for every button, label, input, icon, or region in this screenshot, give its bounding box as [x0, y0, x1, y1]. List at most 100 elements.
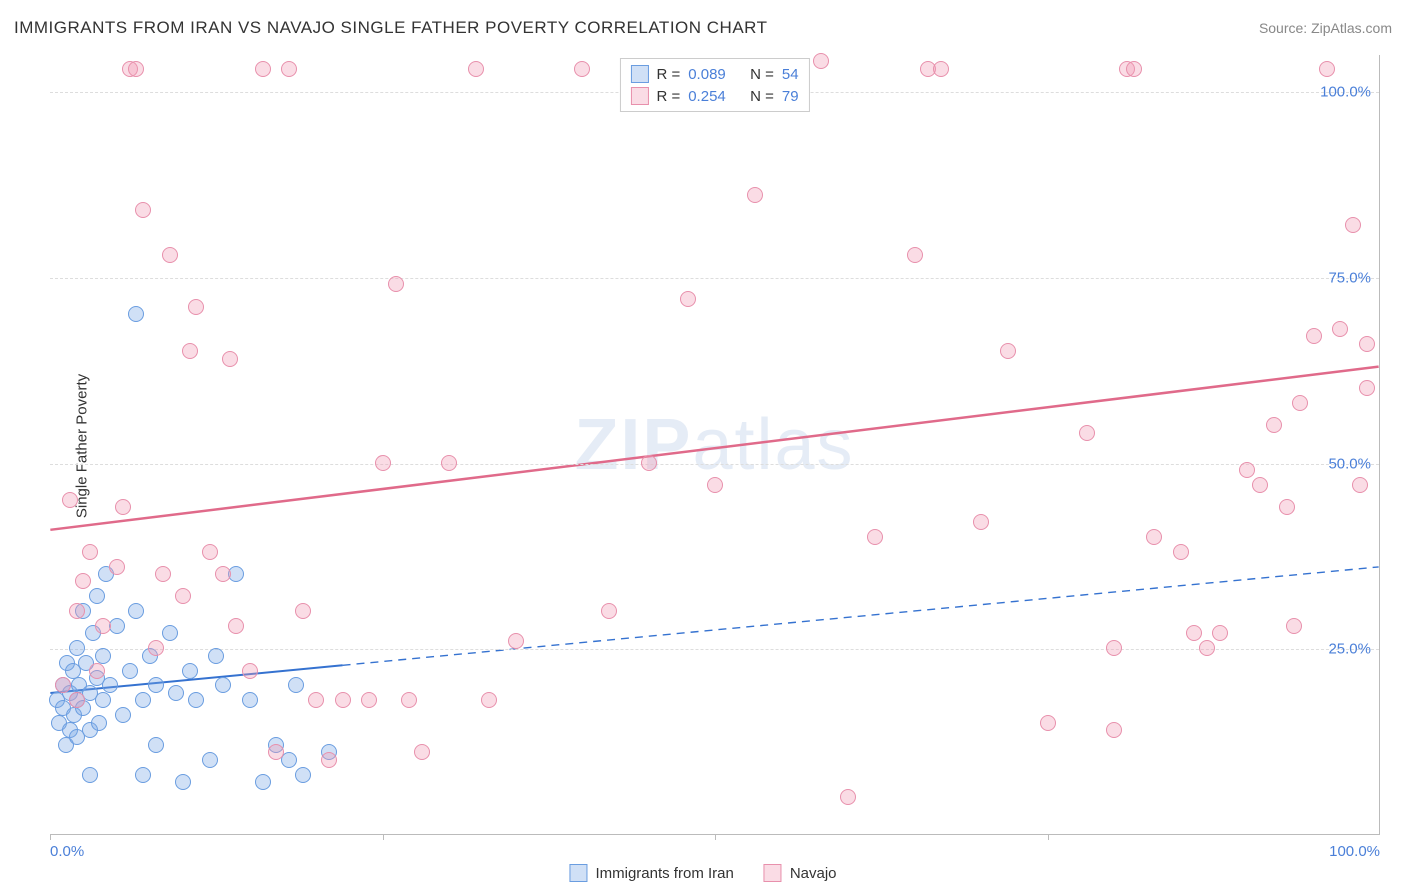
legend-label: Navajo	[790, 865, 837, 882]
data-point	[481, 692, 497, 708]
data-point	[215, 566, 231, 582]
data-point	[102, 677, 118, 693]
data-point	[128, 603, 144, 619]
data-point	[388, 276, 404, 292]
data-point	[281, 61, 297, 77]
data-point	[1266, 417, 1282, 433]
legend-item: Immigrants from Iran	[569, 864, 733, 882]
y-tick-label: 100.0%	[1320, 84, 1371, 101]
data-point	[1286, 618, 1302, 634]
legend-stats-row: R =0.089 N =54	[630, 63, 798, 85]
data-point	[933, 61, 949, 77]
legend-swatch	[764, 864, 782, 882]
data-point	[1292, 395, 1308, 411]
legend-swatch	[630, 87, 648, 105]
data-point	[813, 53, 829, 69]
n-value: 54	[782, 66, 799, 83]
data-point	[1239, 462, 1255, 478]
data-point	[182, 343, 198, 359]
data-point	[128, 306, 144, 322]
data-point	[1352, 477, 1368, 493]
data-point	[222, 351, 238, 367]
data-point	[468, 61, 484, 77]
data-point	[175, 588, 191, 604]
gridline	[50, 464, 1379, 465]
data-point	[62, 492, 78, 508]
data-point	[242, 692, 258, 708]
watermark: ZIPatlas	[574, 404, 854, 486]
data-point	[1000, 343, 1016, 359]
data-point	[95, 648, 111, 664]
data-point	[95, 618, 111, 634]
data-point	[414, 744, 430, 760]
data-point	[288, 677, 304, 693]
trend-line-dashed	[343, 567, 1379, 665]
data-point	[122, 663, 138, 679]
data-point	[69, 603, 85, 619]
data-point	[840, 789, 856, 805]
r-value: 0.254	[688, 88, 726, 105]
data-point	[135, 202, 151, 218]
data-point	[135, 767, 151, 783]
r-value: 0.089	[688, 66, 726, 83]
data-point	[168, 685, 184, 701]
data-point	[115, 707, 131, 723]
legend-swatch	[569, 864, 587, 882]
x-tick-mark	[715, 834, 716, 840]
legend-swatch	[630, 65, 648, 83]
gridline	[50, 649, 1379, 650]
data-point	[401, 692, 417, 708]
data-point	[1345, 217, 1361, 233]
data-point	[148, 677, 164, 693]
trend-line-solid	[50, 367, 1378, 530]
data-point	[361, 692, 377, 708]
data-point	[441, 455, 457, 471]
chart-header: IMMIGRANTS FROM IRAN VS NAVAJO SINGLE FA…	[14, 18, 1392, 38]
data-point	[308, 692, 324, 708]
data-point	[242, 663, 258, 679]
data-point	[89, 663, 105, 679]
chart-title: IMMIGRANTS FROM IRAN VS NAVAJO SINGLE FA…	[14, 18, 768, 38]
x-tick-mark	[50, 834, 51, 840]
r-label: R =	[656, 66, 680, 83]
data-point	[82, 544, 98, 560]
data-point	[148, 737, 164, 753]
data-point	[1279, 499, 1295, 515]
y-tick-label: 50.0%	[1328, 455, 1371, 472]
data-point	[82, 767, 98, 783]
data-point	[91, 715, 107, 731]
data-point	[175, 774, 191, 790]
n-value: 79	[782, 88, 799, 105]
data-point	[335, 692, 351, 708]
data-point	[109, 559, 125, 575]
legend-item: Navajo	[764, 864, 837, 882]
data-point	[1106, 722, 1122, 738]
legend-bottom: Immigrants from Iran Navajo	[569, 864, 836, 882]
data-point	[255, 61, 271, 77]
data-point	[228, 618, 244, 634]
data-point	[1106, 640, 1122, 656]
data-point	[89, 588, 105, 604]
data-point	[162, 625, 178, 641]
legend-stats: R =0.089 N =54R =0.254 N =79	[619, 58, 809, 112]
data-point	[95, 692, 111, 708]
data-point	[867, 529, 883, 545]
data-point	[707, 477, 723, 493]
data-point	[135, 692, 151, 708]
data-point	[268, 744, 284, 760]
data-point	[1146, 529, 1162, 545]
data-point	[69, 640, 85, 656]
data-point	[1212, 625, 1228, 641]
data-point	[69, 692, 85, 708]
y-tick-label: 25.0%	[1328, 641, 1371, 658]
data-point	[155, 566, 171, 582]
legend-stats-row: R =0.254 N =79	[630, 85, 798, 107]
data-point	[202, 752, 218, 768]
data-point	[641, 455, 657, 471]
data-point	[1359, 336, 1375, 352]
data-point	[188, 299, 204, 315]
data-point	[680, 291, 696, 307]
data-point	[128, 61, 144, 77]
n-label: N =	[750, 88, 774, 105]
data-point	[182, 663, 198, 679]
